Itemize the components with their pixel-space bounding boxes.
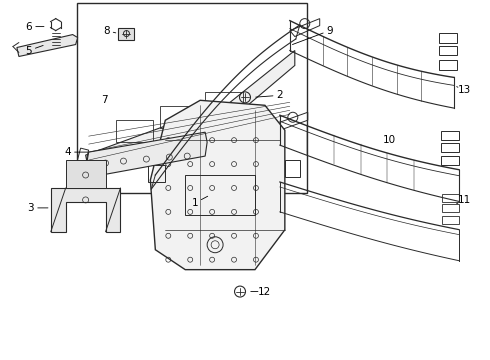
Text: 4: 4	[64, 147, 71, 157]
Polygon shape	[51, 188, 121, 232]
Polygon shape	[86, 50, 295, 170]
Polygon shape	[66, 160, 105, 188]
Text: 9: 9	[326, 26, 333, 36]
Text: 1: 1	[192, 198, 198, 208]
Text: 3: 3	[27, 203, 34, 213]
Polygon shape	[17, 35, 77, 57]
Text: 2: 2	[276, 90, 283, 100]
Text: 12: 12	[258, 287, 271, 297]
Text: 6: 6	[25, 22, 32, 32]
Polygon shape	[119, 28, 134, 40]
Text: 5: 5	[25, 45, 32, 55]
Text: 11: 11	[458, 195, 471, 205]
Polygon shape	[87, 132, 207, 177]
Text: 7: 7	[101, 95, 108, 105]
Text: 8: 8	[103, 26, 110, 36]
Text: 13: 13	[458, 85, 471, 95]
Polygon shape	[150, 100, 285, 270]
Bar	[76, 3, 307, 193]
Text: 10: 10	[383, 135, 396, 145]
